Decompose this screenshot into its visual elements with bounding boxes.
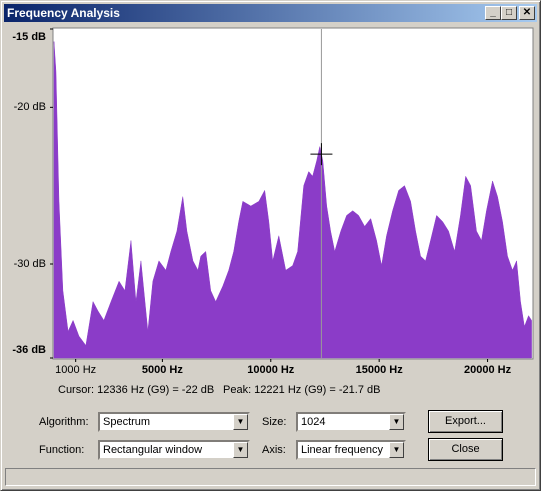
minimize-button[interactable]: _	[485, 6, 501, 20]
function-label: Function:	[39, 444, 85, 456]
y-tick-label: -15 dB	[12, 31, 46, 43]
x-tick-label: 5000 Hz	[142, 364, 183, 376]
export-button[interactable]: Export...	[428, 410, 503, 433]
axis-select[interactable]: Linear frequency ▼	[296, 440, 406, 460]
close-window-button[interactable]: ✕	[519, 6, 535, 20]
dropdown-arrow[interactable]: ▼	[233, 414, 248, 430]
function-select[interactable]: Rectangular window ▼	[98, 440, 250, 460]
y-tick-label: -30 dB	[14, 258, 46, 270]
dropdown-arrow[interactable]: ▼	[389, 414, 404, 430]
algorithm-select[interactable]: Spectrum ▼	[98, 412, 250, 432]
size-label: Size:	[262, 416, 287, 428]
x-tick-label: 10000 Hz	[247, 364, 295, 376]
cursor-readout: Cursor: 12336 Hz (G9) = -22 dB	[58, 384, 215, 396]
dropdown-arrow[interactable]: ▼	[233, 442, 248, 458]
spectrum-chart: -15 dB -20 dB -30 dB -36 dB 1000 Hz 5000 Hz 10…	[12, 27, 534, 376]
dropdown-arrow[interactable]: ▼	[389, 442, 404, 458]
function-value: Rectangular window	[103, 444, 203, 456]
window-title: Frequency Analysis	[7, 6, 120, 20]
y-tick-label: -36 dB	[12, 344, 46, 356]
algorithm-label: Algorithm:	[39, 416, 89, 428]
y-tick-label: -20 dB	[14, 101, 46, 113]
x-tick-label: 20000 Hz	[464, 364, 512, 376]
title-bar: Frequency Analysis _ □ ✕	[4, 4, 537, 22]
axis-value: Linear frequency	[301, 444, 383, 456]
x-tick-label: 15000 Hz	[356, 364, 404, 376]
axis-label: Axis:	[262, 444, 286, 456]
status-bar	[5, 468, 536, 486]
size-select[interactable]: 1024 ▼	[296, 412, 406, 432]
peak-readout: Peak: 12221 Hz (G9) = -21.7 dB	[223, 384, 381, 396]
spectrum-area	[53, 41, 532, 359]
close-button[interactable]: Close	[428, 438, 503, 461]
size-value: 1024	[301, 416, 326, 428]
x-tick-label: 1000 Hz	[55, 364, 96, 376]
maximize-button[interactable]: □	[501, 6, 517, 20]
algorithm-value: Spectrum	[103, 416, 151, 428]
